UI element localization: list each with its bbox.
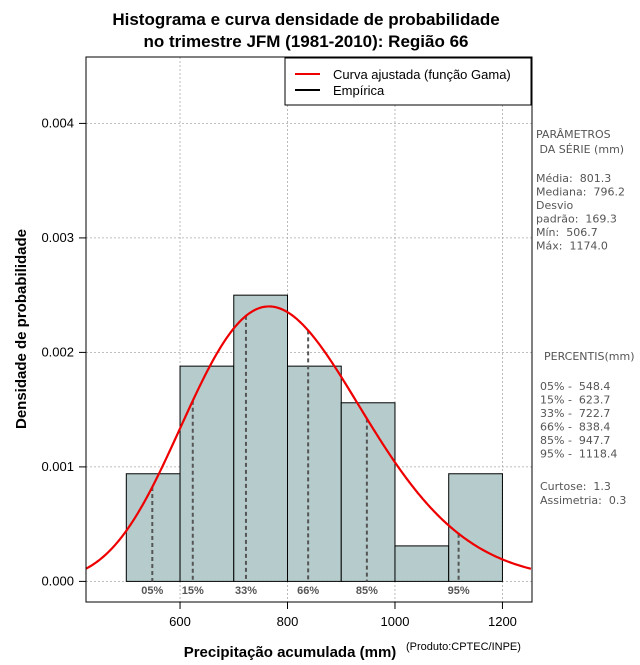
legend-entry-label: Empírica [333, 83, 385, 98]
plot-frame [85, 56, 533, 603]
percentile-lines: 05% 15% 33% 66% 85% 95% [141, 315, 470, 597]
param-value: Máx: 1174.0 [536, 240, 608, 253]
histogram-bar [448, 473, 503, 582]
param-value: Mediana: 796.2 [536, 186, 625, 199]
legend: Curva ajustada (função Gama)Empírica [284, 57, 532, 106]
histogram-bar [233, 294, 289, 582]
param-value: Mín: 506.7 [536, 226, 598, 239]
percentis-title: PERCENTIS(mm) [544, 350, 635, 363]
params-title: PARÂMETROS [536, 128, 611, 141]
y-tick-label: 0.004 [41, 115, 74, 130]
y-tick-label: 0.001 [41, 459, 74, 474]
shape-stat: Assimetria: 0.3 [540, 494, 626, 507]
credit-text: (Produto:CPTEC/INPE) [406, 641, 521, 653]
percentile-label: 05% [141, 585, 163, 597]
axes: 600 800 1000 1200 0.000 0.001 0.002 0.003 0.004 [41, 115, 516, 629]
histogram-bar [340, 402, 396, 582]
x-axis-label: Precipitação acumulada (mm) [184, 644, 397, 660]
x-tick-label: 600 [169, 614, 191, 629]
y-tick-label: 0.000 [41, 573, 74, 588]
params-title: DA SÉRIE (mm) [536, 143, 624, 156]
percentile-value: 05% - 548.4 [540, 380, 610, 393]
x-tick-label: 800 [277, 614, 299, 629]
percentile-label: 33% [235, 585, 257, 597]
chart-title-line-1: Histograma e curva densidade de probabil… [112, 10, 499, 29]
percentile-label: 85% [356, 585, 378, 597]
y-axis-label: Densidade de probabilidade [13, 229, 30, 429]
chart-title-line-2: no trimestre JFM (1981-2010): Região 66 [143, 32, 468, 51]
y-tick-label: 0.003 [41, 230, 74, 245]
y-tick-label: 0.002 [41, 344, 74, 359]
legend-entry-label: Curva ajustada (função Gama) [333, 67, 511, 82]
percentile-value: 66% - 838.4 [540, 421, 610, 434]
percentile-value: 85% - 947.7 [540, 434, 610, 447]
histogram-bar [179, 365, 235, 582]
percentile-label: 15% [182, 585, 204, 597]
param-value: Média: 801.3 [536, 172, 611, 185]
percentile-label: 66% [297, 585, 319, 597]
histogram-bars [125, 294, 503, 582]
param-value: padrão: 169.3 [536, 213, 617, 226]
percentile-value: 15% - 623.7 [540, 394, 610, 407]
percentile-value: 33% - 722.7 [540, 407, 610, 420]
x-tick-label: 1200 [488, 614, 517, 629]
legend-box [284, 57, 532, 106]
param-value: Desvio [536, 199, 574, 212]
percentile-label: 95% [448, 585, 470, 597]
shape-stat: Curtose: 1.3 [540, 480, 611, 493]
histogram-bar [394, 545, 450, 582]
series-parameters-panel: PARÂMETROS DA SÉRIE (mm) Média: 801.3Medi… [536, 128, 635, 507]
percentile-value: 95% - 1118.4 [540, 448, 617, 461]
x-tick-label: 1000 [381, 614, 410, 629]
histogram-bar [287, 365, 342, 582]
gamma-fit-curve [85, 305, 532, 570]
